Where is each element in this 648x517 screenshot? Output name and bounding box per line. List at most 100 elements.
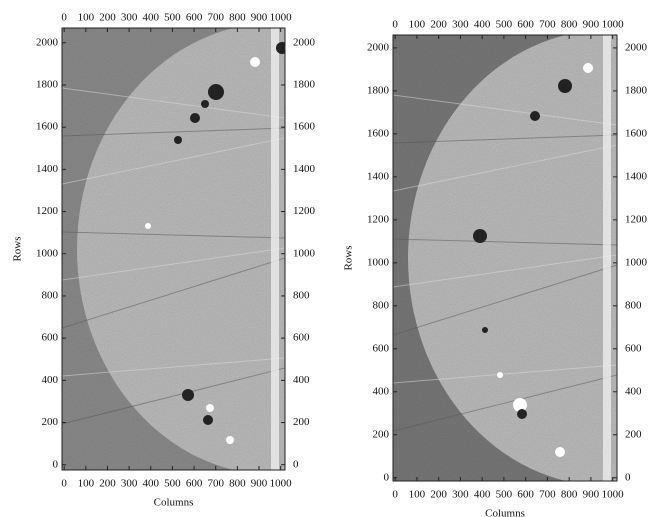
x-tick-label: 900 [583, 489, 600, 501]
streak [393, 254, 617, 288]
y-tick-label: 200 [293, 416, 310, 428]
streak [62, 357, 285, 377]
y-tick-label: 0 [293, 458, 299, 470]
y-tick-label: 1400 [36, 163, 59, 175]
x-tick-label: 200 [430, 489, 447, 501]
x-tick-label: 600 [517, 19, 534, 31]
x-tick-label: 100 [409, 489, 426, 501]
x-tick-label: 700 [539, 489, 556, 501]
x-tick-label: 0 [61, 12, 67, 24]
spot [250, 57, 260, 67]
spot [497, 372, 503, 378]
y-tick-label: 600 [293, 332, 310, 344]
y-tick-label: 1200 [36, 205, 59, 217]
spot [203, 415, 213, 425]
edge-strip [603, 35, 611, 481]
spot [226, 436, 234, 444]
noise [62, 28, 285, 470]
y-tick-label: 400 [373, 385, 390, 397]
spot [583, 63, 593, 73]
plot-frame [392, 34, 618, 482]
spot [513, 398, 527, 412]
spot [558, 79, 572, 93]
x-tick-label: 300 [452, 19, 469, 31]
streak [393, 144, 617, 192]
x-tick-label: 100 [409, 19, 426, 31]
x-axis-label: Columns [485, 508, 525, 517]
y-tick-label: 0 [384, 471, 390, 483]
y-tick-label: 1200 [293, 205, 316, 217]
x-tick-label: 500 [496, 489, 513, 501]
streak [393, 364, 617, 384]
y-tick-label: 200 [373, 428, 390, 440]
x-tick-label: 300 [121, 12, 138, 24]
y-tick-label: 800 [373, 299, 390, 311]
y-tick-label: 1000 [367, 256, 390, 268]
streak [393, 134, 617, 144]
x-axis-label: Columns [154, 497, 194, 509]
x-tick-label: 0 [392, 19, 398, 31]
spot [145, 223, 151, 229]
x-tick-label: 400 [143, 478, 160, 490]
y-tick-label: 600 [373, 342, 390, 354]
streak [393, 238, 617, 246]
x-tick-label: 400 [474, 489, 491, 501]
y-tick-label: 1000 [36, 247, 59, 259]
spot [208, 84, 224, 100]
streak [62, 247, 285, 281]
y-tick-label: 200 [42, 416, 59, 428]
y-tick-label: 600 [625, 342, 642, 354]
y-tick-label: 200 [625, 428, 642, 440]
streak [393, 374, 617, 432]
x-tick-label: 1000 [270, 12, 293, 24]
y-tick-label: 1800 [36, 78, 59, 90]
spot [276, 42, 285, 54]
y-tick-label: 800 [625, 299, 642, 311]
x-tick-label: 1000 [602, 489, 625, 501]
streak [62, 127, 285, 137]
y-tick-label: 1200 [367, 213, 390, 225]
x-tick-label: 700 [539, 19, 556, 31]
spot [473, 229, 487, 243]
x-tick-label: 400 [474, 19, 491, 31]
panel: 0010010020020030030040040050050060060070… [343, 19, 648, 517]
x-tick-label: 0 [392, 489, 398, 501]
y-tick-label: 1200 [625, 213, 648, 225]
y-tick-label: 1000 [625, 256, 648, 268]
x-tick-label: 600 [517, 489, 534, 501]
x-tick-label: 200 [99, 478, 116, 490]
x-tick-label: 200 [99, 12, 116, 24]
x-tick-label: 500 [164, 12, 181, 24]
spot [206, 404, 214, 412]
y-tick-label: 1800 [367, 84, 390, 96]
x-tick-label: 300 [121, 478, 138, 490]
x-tick-label: 100 [78, 12, 95, 24]
y-tick-label: 1600 [36, 121, 59, 133]
y-tick-label: 1000 [293, 247, 316, 259]
x-tick-label: 800 [561, 489, 578, 501]
y-tick-label: 400 [42, 374, 59, 386]
streak [393, 94, 617, 126]
detector-image [393, 35, 617, 481]
spot [182, 389, 194, 401]
y-tick-label: 1600 [625, 127, 648, 139]
edge-strip [271, 28, 279, 470]
y-tick-label: 400 [625, 385, 642, 397]
y-tick-label: 2000 [625, 41, 648, 53]
panels: 0010010020020030030040040050050060060070… [12, 12, 648, 517]
x-tick-label: 0 [61, 478, 67, 490]
x-tick-label: 900 [251, 12, 268, 24]
x-tick-label: 200 [430, 19, 447, 31]
spot [201, 100, 209, 108]
x-tick-label: 600 [186, 12, 203, 24]
detector-image [62, 28, 285, 470]
spot [555, 447, 565, 457]
y-axis-label: Rows [12, 236, 24, 261]
x-tick-label: 500 [164, 478, 181, 490]
y-tick-label: 2000 [367, 41, 390, 53]
x-tick-label: 900 [251, 478, 268, 490]
y-tick-label: 2000 [36, 36, 59, 48]
spot [517, 409, 527, 419]
x-tick-label: 700 [207, 12, 224, 24]
